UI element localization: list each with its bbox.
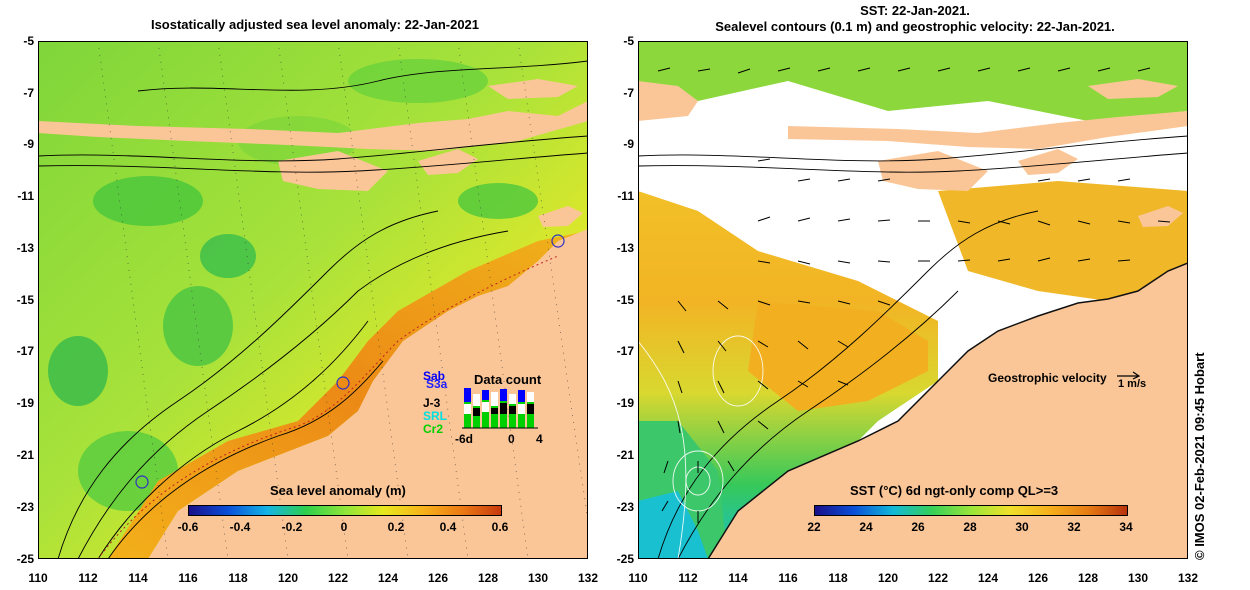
colorbar-tick: 28 xyxy=(963,520,977,534)
x-tick: 132 xyxy=(577,571,599,585)
velocity-legend-unit: 1 m/s xyxy=(1118,378,1147,390)
data-count-title: Data count xyxy=(474,372,542,387)
x-tick: 116 xyxy=(178,571,198,585)
colorbar-tick: 26 xyxy=(911,520,925,534)
y-tick: -21 xyxy=(16,448,34,462)
velocity-legend-arrow-icon xyxy=(1117,371,1141,380)
sat-label-srl: SRL xyxy=(423,409,447,423)
y-tick: -25 xyxy=(16,552,34,566)
right-panel-title-line1: SST: 22-Jan-2021. xyxy=(860,3,970,18)
x-tick: 132 xyxy=(1177,571,1199,585)
velocity-arrows xyxy=(657,67,1171,523)
x-tick: 122 xyxy=(927,571,949,585)
x-tick: 118 xyxy=(228,571,248,585)
y-tick: -15 xyxy=(16,293,34,307)
y-tick: -17 xyxy=(16,344,34,358)
x-tick: 122 xyxy=(327,571,349,585)
y-tick: -13 xyxy=(616,241,634,255)
sat-label-sab: Sab xyxy=(423,369,446,383)
y-tick: -19 xyxy=(616,396,634,410)
data-count-axis-zero: 0 xyxy=(508,432,515,446)
colorbar-tick: 24 xyxy=(859,520,873,534)
y-tick: -19 xyxy=(16,396,34,410)
x-tick: 130 xyxy=(1127,571,1149,585)
y-tick: -5 xyxy=(23,34,34,48)
y-tick: -23 xyxy=(616,500,634,514)
colorbar-tick: 34 xyxy=(1119,520,1133,534)
sla-map xyxy=(38,41,588,559)
right-panel-title-line2: Sealevel contours (0.1 m) and geostrophi… xyxy=(715,19,1115,34)
y-tick: -23 xyxy=(16,500,34,514)
x-tick: 114 xyxy=(728,571,748,585)
australia-land xyxy=(148,229,588,559)
y-tick: -9 xyxy=(23,137,34,151)
x-tick: 118 xyxy=(828,571,848,585)
sla-colorbar xyxy=(188,505,502,516)
x-tick: 124 xyxy=(977,571,999,585)
colorbar-tick: 30 xyxy=(1015,520,1029,534)
sst-colorbar xyxy=(814,505,1128,516)
sat-label-s3a: S3a xyxy=(426,377,448,391)
y-tick: -15 xyxy=(616,293,634,307)
x-tick: 128 xyxy=(477,571,499,585)
sst-map xyxy=(638,41,1188,559)
left-panel-title: Isostatically adjusted sea level anomaly… xyxy=(150,17,480,32)
y-tick: -5 xyxy=(623,34,634,48)
x-tick: 124 xyxy=(377,571,399,585)
x-tick: 114 xyxy=(128,571,148,585)
y-tick: -21 xyxy=(616,448,634,462)
x-tick: 130 xyxy=(527,571,549,585)
station-marker xyxy=(336,376,350,390)
data-count-axis-start: -6d xyxy=(455,432,473,446)
y-tick: -7 xyxy=(623,86,634,100)
y-tick: -11 xyxy=(617,189,634,203)
colorbar-tick: 22 xyxy=(807,520,821,534)
sat-label-j3: J-3 xyxy=(423,396,441,410)
x-tick: 120 xyxy=(877,571,899,585)
x-tick: 116 xyxy=(778,571,798,585)
sat-label-cr2: Cr2 xyxy=(423,422,444,436)
x-tick: 126 xyxy=(1027,571,1049,585)
x-tick: 110 xyxy=(28,571,48,585)
y-tick: -9 xyxy=(623,137,634,151)
velocity-legend-label: Geostrophic velocity xyxy=(988,371,1107,385)
sla-colorbar-title: Sea level anomaly (m) xyxy=(270,483,406,498)
y-tick: -13 xyxy=(16,241,34,255)
x-tick: 120 xyxy=(277,571,299,585)
y-tick: -11 xyxy=(17,189,34,203)
x-tick: 128 xyxy=(1077,571,1099,585)
colorbar-tick: 0.4 xyxy=(439,520,457,534)
sst-colorbar-title: SST (°C) 6d ngt-only comp QL>=3 xyxy=(850,483,1059,498)
colorbar-tick: 0.6 xyxy=(491,520,509,534)
x-tick: 126 xyxy=(427,571,449,585)
y-tick: -7 xyxy=(23,86,34,100)
y-tick: -17 xyxy=(616,344,634,358)
x-tick: 110 xyxy=(628,571,648,585)
station-marker xyxy=(135,475,149,489)
imos-credit: © IMOS 02-Feb-2021 09:45 Hobart xyxy=(1192,352,1207,560)
data-count-axis-end: 4 xyxy=(536,432,543,446)
colorbar-tick: -0.2 xyxy=(281,520,303,534)
colorbar-tick: -0.4 xyxy=(229,520,251,534)
colorbar-tick: 32 xyxy=(1067,520,1081,534)
colorbar-tick: 0.2 xyxy=(387,520,405,534)
data-count-bars xyxy=(462,388,538,429)
colorbar-tick: 0 xyxy=(340,520,348,534)
x-tick: 112 xyxy=(78,571,98,585)
station-marker xyxy=(551,234,565,248)
y-tick: -25 xyxy=(616,552,634,566)
colorbar-tick: -0.6 xyxy=(177,520,199,534)
x-tick: 112 xyxy=(678,571,698,585)
